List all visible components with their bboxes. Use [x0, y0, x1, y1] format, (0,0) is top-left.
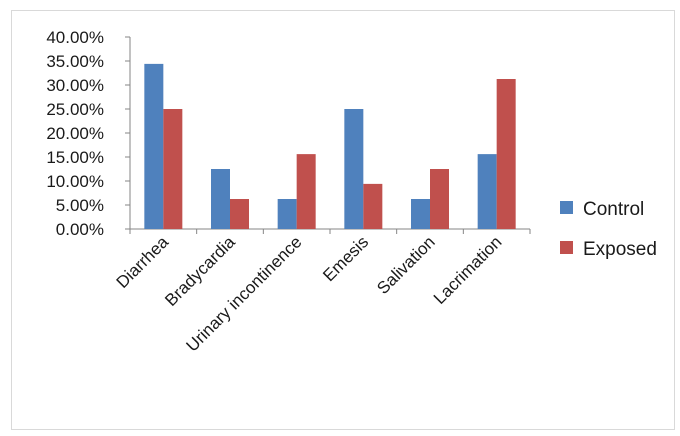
legend-swatch-exposed: [560, 241, 573, 254]
y-tick-label: 40.00%: [46, 28, 104, 47]
y-tick-label: 20.00%: [46, 124, 104, 143]
x-category-label: Emesis: [319, 232, 372, 285]
bar-exposed-lacrimation: [496, 79, 516, 229]
bar-control-bradycardia: [211, 169, 230, 229]
x-category-label: Diarrhea: [113, 232, 173, 292]
bar-control-salivation: [411, 199, 430, 229]
y-tick-label: 25.00%: [46, 100, 104, 119]
legend: Control Exposed: [560, 199, 657, 260]
y-tick-label: 30.00%: [46, 76, 104, 95]
y-axis: 0.00% 5.00% 10.00% 15.00% 20.00% 25.00% 30.00%…: [46, 28, 131, 239]
x-category-label: Urinary incontinence: [182, 232, 305, 355]
bar-control-lacrimation: [477, 154, 497, 229]
y-tick-label: 10.00%: [46, 172, 104, 191]
bar-exposed-emesis: [363, 183, 383, 229]
bar-exposed-salivation: [430, 169, 449, 229]
y-tick-label: 0.00%: [56, 220, 104, 239]
x-category-label: Lacrimation: [430, 232, 506, 308]
legend-swatch-control: [560, 201, 573, 214]
y-tick-label: 15.00%: [46, 148, 104, 167]
bars: [144, 63, 516, 229]
bar-control-diarrhea: [144, 63, 164, 229]
bar-exposed-bradycardia: [230, 199, 249, 229]
bar-exposed-diarrhea: [163, 109, 183, 229]
legend-label-exposed: Exposed: [583, 239, 657, 260]
chart-frame: [11, 10, 675, 430]
bar-exposed-urinary-incontinence: [296, 154, 316, 229]
y-tick-label: 5.00%: [56, 196, 104, 215]
bar-control-urinary-incontinence: [277, 199, 297, 229]
x-category-label: Salivation: [373, 232, 439, 298]
y-tick-label: 35.00%: [46, 52, 104, 71]
bar-control-emesis: [344, 109, 364, 229]
legend-label-control: Control: [583, 199, 644, 220]
